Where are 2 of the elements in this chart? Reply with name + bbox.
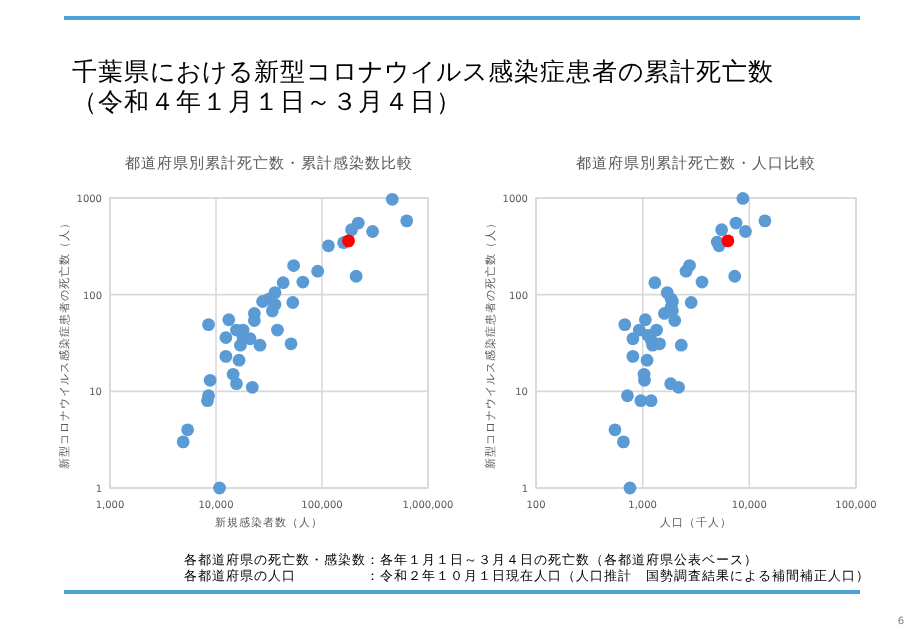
text: 千葉県における新型コロナウイルス感染症患者の累計死亡数 bbox=[72, 56, 774, 86]
text: （令和４年１月１日～３月４日） bbox=[72, 86, 462, 116]
